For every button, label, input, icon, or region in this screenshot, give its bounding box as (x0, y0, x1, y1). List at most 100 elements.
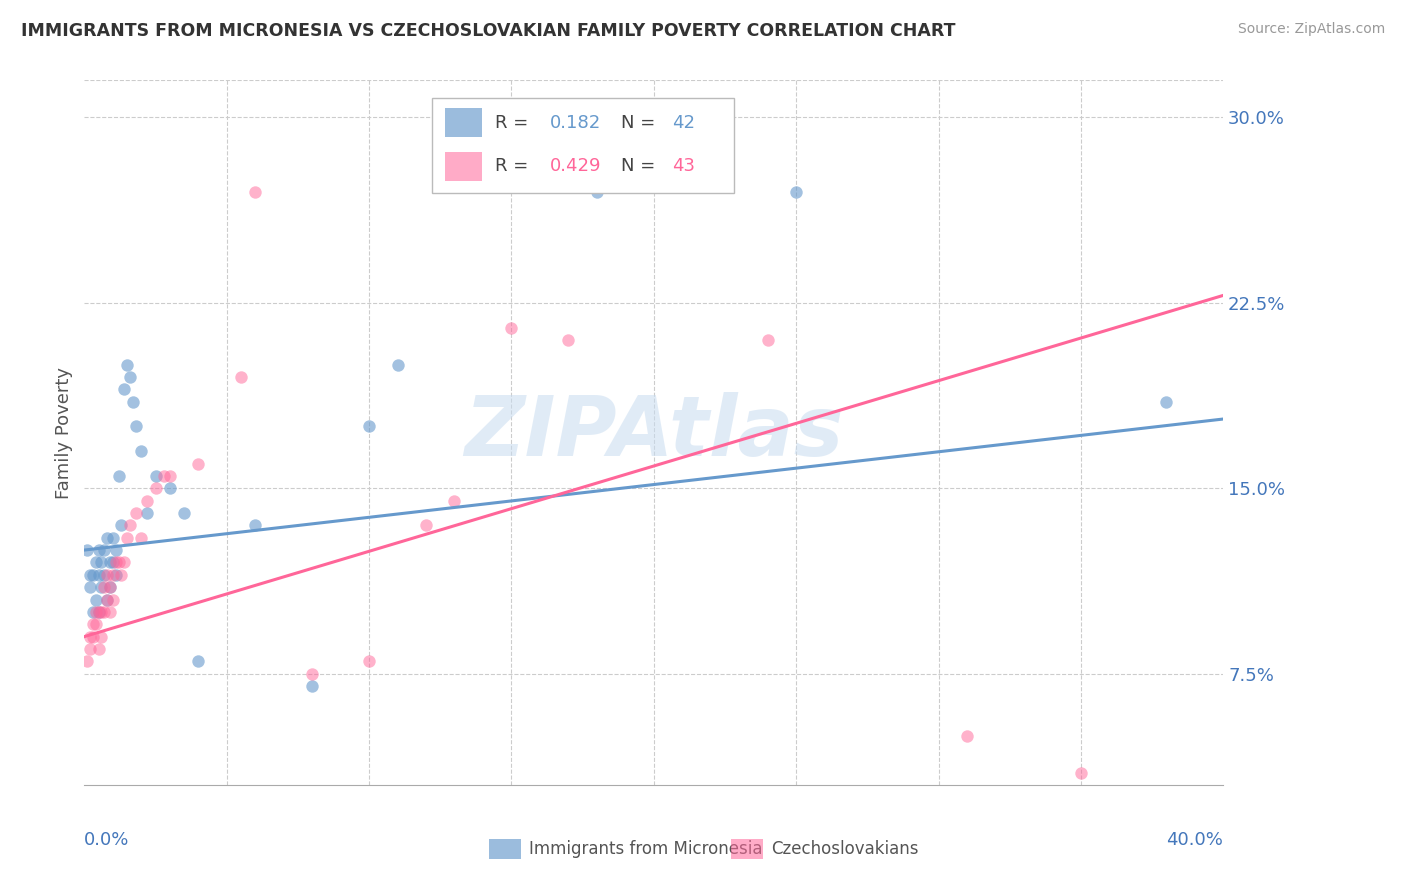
Point (110, 518, 132, 533)
Point (93, 605, 115, 619)
Point (124, 506, 146, 520)
Text: 0.182: 0.182 (550, 113, 602, 132)
Point (104, 543, 127, 558)
Point (110, 567, 132, 582)
Point (229, 370, 252, 384)
Text: N =: N = (621, 157, 661, 176)
Point (90, 580, 112, 594)
Text: 0.0%: 0.0% (84, 830, 129, 849)
Point (96, 531, 118, 545)
Point (557, 333, 579, 347)
Point (84, 592, 107, 607)
Text: Immigrants from Micronesia: Immigrants from Micronesia (529, 840, 762, 858)
Text: Source: ZipAtlas.com: Source: ZipAtlas.com (1237, 22, 1385, 37)
Point (124, 419, 146, 434)
Point (90, 630, 112, 644)
Point (104, 556, 127, 570)
Point (112, 556, 135, 570)
FancyBboxPatch shape (432, 98, 734, 193)
Point (101, 556, 124, 570)
Point (87, 642, 110, 657)
Point (87, 605, 110, 619)
Y-axis label: Family Poverty: Family Poverty (55, 367, 73, 499)
Point (136, 493, 159, 508)
Point (301, 666, 323, 681)
Point (115, 531, 138, 545)
Point (84, 556, 107, 570)
Point (173, 506, 195, 520)
Point (107, 469, 129, 483)
Point (359, 654, 381, 668)
Point (159, 469, 181, 483)
Point (84, 617, 107, 632)
Point (153, 469, 176, 483)
Point (87, 567, 110, 582)
Bar (446, 108, 482, 137)
Point (90, 556, 112, 570)
Point (82, 567, 104, 582)
Text: IMMIGRANTS FROM MICRONESIA VS CZECHOSLOVAKIAN FAMILY POVERTY CORRELATION CHART: IMMIGRANTS FROM MICRONESIA VS CZECHOSLOV… (21, 22, 956, 40)
Point (101, 531, 124, 545)
Text: Czechoslovakians: Czechoslovakians (770, 840, 918, 858)
Point (82, 630, 104, 644)
Text: 40.0%: 40.0% (1167, 830, 1223, 849)
Text: 43: 43 (672, 157, 695, 176)
Point (98, 605, 121, 619)
Point (98, 580, 121, 594)
Bar (489, 839, 520, 859)
Point (956, 729, 979, 743)
Point (79, 567, 101, 582)
Point (87, 543, 110, 558)
Point (87, 605, 110, 619)
Bar (446, 152, 482, 181)
Point (159, 481, 181, 495)
Point (112, 382, 135, 396)
Point (118, 370, 141, 384)
Point (187, 654, 209, 668)
Point (145, 469, 167, 483)
Point (93, 543, 115, 558)
Point (96, 592, 118, 607)
Point (82, 617, 104, 632)
Text: ZIPAtlas: ZIPAtlas (464, 392, 844, 473)
Point (136, 506, 159, 520)
Point (245, 518, 267, 533)
Point (107, 556, 129, 570)
Text: R =: R = (495, 113, 534, 132)
Point (586, 185, 609, 199)
Point (79, 580, 101, 594)
Point (359, 419, 381, 434)
Point (93, 580, 115, 594)
Point (131, 444, 153, 458)
Point (501, 320, 523, 334)
Text: 42: 42 (672, 113, 695, 132)
Point (90, 605, 112, 619)
Point (1070, 765, 1092, 780)
Point (101, 567, 124, 582)
Point (131, 531, 153, 545)
Point (84, 605, 107, 619)
Point (187, 457, 209, 471)
Point (76, 654, 98, 668)
Point (443, 493, 465, 508)
Point (415, 518, 437, 533)
Point (121, 394, 143, 409)
Point (387, 358, 409, 372)
Point (115, 358, 138, 372)
Point (104, 567, 127, 582)
Point (301, 679, 323, 693)
Point (79, 630, 101, 644)
Text: 0.429: 0.429 (550, 157, 602, 176)
Point (145, 481, 167, 495)
Point (98, 556, 121, 570)
Point (98, 580, 121, 594)
Point (245, 185, 267, 199)
Point (1156, 394, 1178, 409)
Point (96, 592, 118, 607)
Point (756, 333, 779, 347)
Point (82, 605, 104, 619)
Point (96, 567, 118, 582)
Point (101, 592, 124, 607)
Point (118, 518, 141, 533)
Bar (731, 839, 763, 859)
